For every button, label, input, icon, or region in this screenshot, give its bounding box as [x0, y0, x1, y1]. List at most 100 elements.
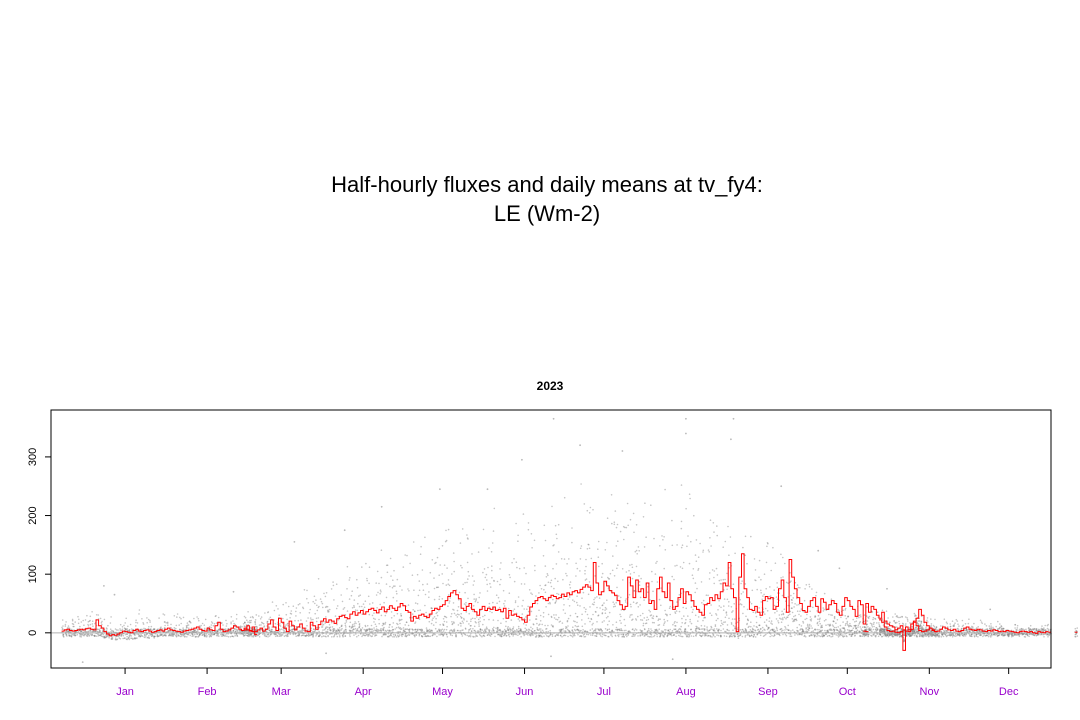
data-point: [164, 634, 166, 637]
data-point: [765, 624, 768, 626]
data-point: [161, 633, 163, 636]
data-point: [639, 604, 641, 606]
data-point: [817, 618, 819, 620]
data-point: [724, 621, 727, 623]
data-point: [776, 610, 778, 612]
data-point: [589, 606, 591, 608]
data-point: [779, 617, 781, 620]
data-point: [842, 621, 844, 623]
data-point: [466, 581, 468, 584]
data-point: [593, 603, 595, 606]
data-point: [707, 594, 709, 597]
data-point: [333, 599, 335, 601]
data-point: [432, 624, 435, 626]
data-point: [627, 524, 629, 527]
data-point: [118, 634, 120, 636]
data-point: [769, 629, 772, 631]
data-point: [247, 633, 250, 635]
data-point: [317, 617, 320, 619]
data-point: [364, 600, 367, 602]
data-point: [456, 609, 459, 612]
data-point: [517, 618, 520, 620]
data-point: [774, 612, 776, 614]
data-point: [380, 629, 383, 632]
data-point: [627, 633, 630, 635]
data-point: [411, 613, 414, 615]
data-point: [416, 628, 419, 631]
data-point: [428, 620, 431, 623]
data-point: [629, 573, 632, 575]
data-point: [325, 627, 327, 629]
data-point: [479, 630, 482, 633]
data-point: [417, 594, 420, 597]
data-point: [378, 582, 380, 585]
data-point: [431, 619, 434, 621]
data-point: [303, 589, 306, 591]
data-point: [647, 628, 650, 630]
data-point: [584, 635, 587, 638]
data-point: [390, 617, 393, 619]
data-point: [311, 633, 314, 636]
data-point: [849, 622, 851, 625]
data-point: [438, 629, 440, 631]
data-point: [676, 621, 678, 624]
data-point: [352, 629, 354, 631]
data-point: [818, 628, 820, 631]
data-point: [97, 628, 99, 631]
data-point: [71, 634, 73, 636]
data-point: [370, 628, 373, 630]
data-point: [390, 575, 392, 577]
data-point: [638, 581, 641, 583]
data-point: [242, 633, 244, 635]
data-point: [658, 598, 661, 601]
data-point: [856, 629, 859, 631]
data-point: [540, 588, 543, 590]
data-point: [423, 633, 425, 636]
data-point: [247, 621, 249, 623]
data-point: [745, 615, 747, 618]
data-point: [753, 634, 756, 636]
data-point: [213, 633, 215, 636]
data-point: [414, 622, 416, 624]
data-point: [118, 634, 121, 636]
data-point: [732, 629, 734, 631]
data-point: [134, 631, 136, 633]
data-point: [508, 633, 510, 636]
data-point: [859, 614, 862, 616]
data-point: [183, 633, 186, 635]
data-point: [274, 633, 277, 636]
data-point: [263, 625, 266, 627]
data-point: [312, 634, 315, 636]
data-point: [706, 635, 709, 637]
data-point: [674, 625, 677, 627]
data-point: [498, 600, 501, 603]
data-point: [806, 613, 808, 616]
data-point: [508, 574, 511, 576]
data-point: [263, 635, 266, 637]
data-point: [70, 636, 73, 638]
data-point: [559, 620, 562, 623]
data-point: [328, 627, 331, 629]
data-point: [723, 598, 726, 600]
data-point: [556, 592, 558, 595]
data-point: [234, 630, 237, 633]
data-point: [642, 516, 645, 518]
data-point: [353, 634, 355, 636]
data-point: [743, 606, 745, 608]
data-point: [872, 628, 875, 631]
data-point: [889, 634, 891, 637]
data-point: [297, 635, 299, 637]
data-point: [338, 627, 341, 629]
data-point: [325, 592, 328, 594]
data-point: [601, 621, 604, 623]
data-point: [499, 583, 501, 586]
data-point: [871, 630, 873, 633]
data-point: [739, 629, 742, 631]
data-point: [594, 629, 597, 632]
data-point: [915, 635, 918, 638]
data-point: [913, 634, 916, 637]
data-point: [468, 575, 470, 577]
data-point: [782, 576, 784, 578]
data-point: [636, 553, 638, 555]
data-point: [235, 618, 238, 620]
